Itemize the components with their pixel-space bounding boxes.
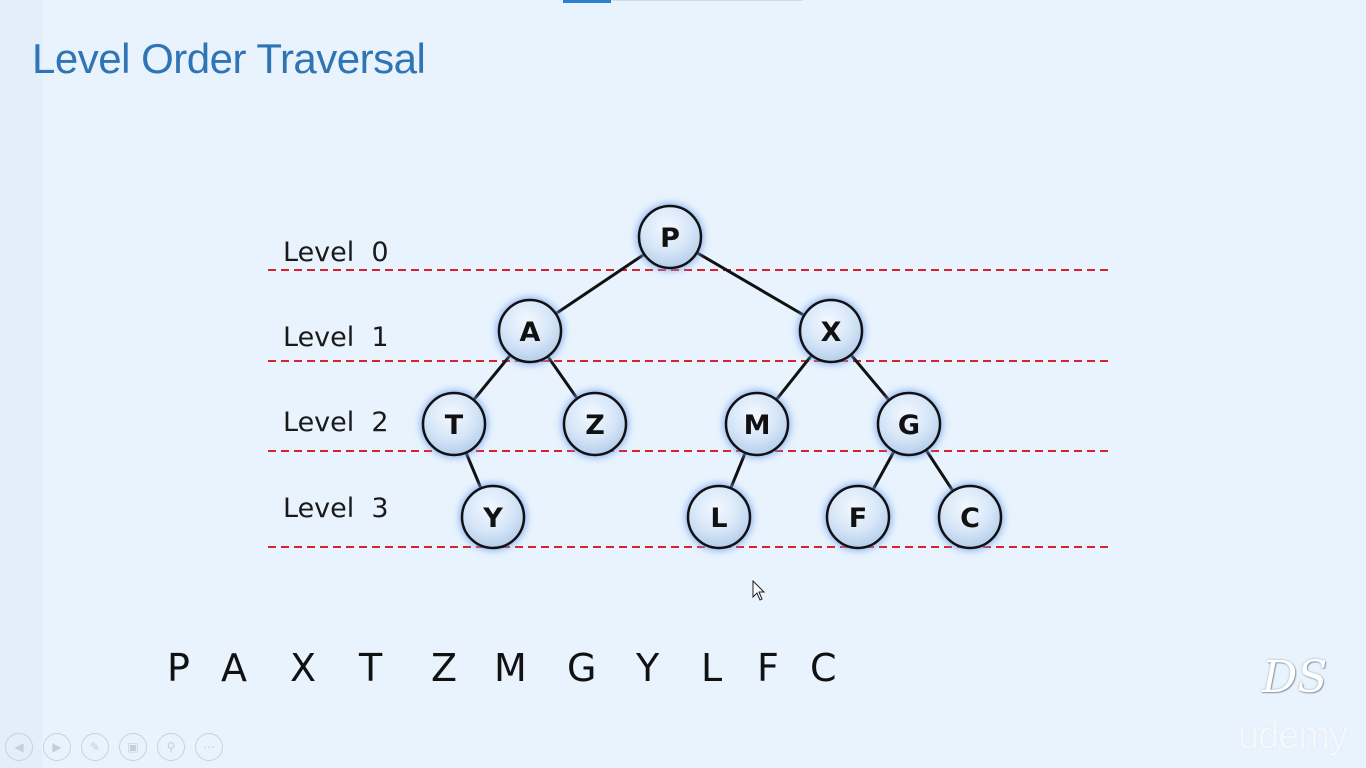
tree-node-T: T (421, 391, 487, 457)
tree-node-Z: Z (562, 391, 628, 457)
tree-node-L: L (686, 484, 752, 550)
slide-title: Level Order Traversal (32, 35, 426, 82)
left-edge-strip (0, 0, 42, 768)
level-2-label: Level 2 (283, 407, 389, 438)
pen-icon[interactable]: ✎ (81, 733, 109, 761)
level-3-label: Level 3 (283, 493, 389, 524)
traversal-item-8: Y (636, 646, 660, 690)
next-icon[interactable]: ▶ (43, 733, 71, 761)
traversal-item-5: Z (431, 646, 458, 690)
slides-icon[interactable]: ▣ (119, 733, 147, 761)
tree-node-label: G (898, 410, 920, 441)
tree-node-label: P (660, 223, 680, 254)
tree-node-label: A (520, 317, 541, 348)
mouse-cursor-icon (752, 579, 768, 607)
tree-node-label: M (744, 410, 771, 441)
tree-node-label: L (710, 503, 727, 534)
tree-node-label: Y (482, 503, 503, 534)
tree-node-X: X (798, 298, 864, 364)
tree-node-Y: Y (460, 484, 526, 550)
tree-node-C: C (937, 484, 1003, 550)
video-progress-marker (563, 0, 611, 3)
traversal-item-2: A (221, 646, 247, 690)
traversal-item-9: L (701, 646, 723, 690)
traversal-item-11: C (810, 646, 837, 690)
traversal-item-3: X (290, 646, 317, 690)
ds-logo: DS (1262, 652, 1328, 703)
level-1-label: Level 1 (283, 322, 389, 353)
tree-node-label: F (849, 503, 867, 534)
traversal-item-4: T (359, 646, 383, 690)
video-progress-track (611, 0, 803, 1)
level-0-label: Level 0 (283, 237, 389, 268)
tree-node-label: T (445, 410, 464, 441)
tree-node-P: P (637, 204, 703, 270)
traversal-item-6: M (494, 646, 527, 690)
presentation-toolbar: ◀ ▶ ✎ ▣ ⚲ ⋯ (5, 733, 223, 761)
tree-node-label: Z (585, 410, 605, 441)
previous-icon[interactable]: ◀ (5, 733, 33, 761)
more-icon[interactable]: ⋯ (195, 733, 223, 761)
traversal-item-10: F (757, 646, 779, 690)
tree-node-G: G (876, 391, 942, 457)
tree-node-M: M (724, 391, 790, 457)
tree-node-F: F (825, 484, 891, 550)
tree-node-label: X (821, 317, 842, 348)
traversal-item-1: P (167, 646, 190, 690)
udemy-watermark: udemy (1238, 715, 1348, 757)
tree-node-label: C (960, 503, 980, 534)
tree-node-A: A (497, 298, 563, 364)
zoom-icon[interactable]: ⚲ (157, 733, 185, 761)
traversal-item-7: G (567, 646, 597, 690)
